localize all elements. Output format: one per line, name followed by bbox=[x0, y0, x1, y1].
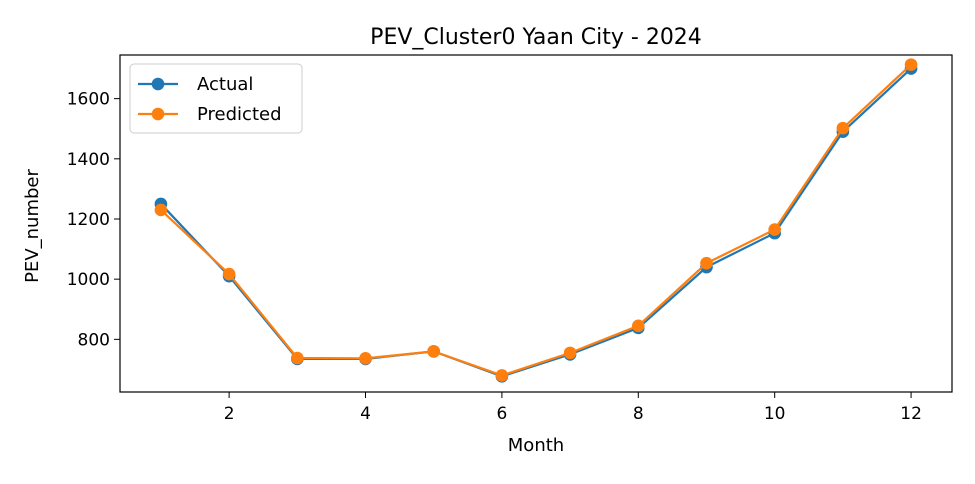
data-point-predicted bbox=[631, 319, 645, 333]
data-point-predicted bbox=[291, 351, 304, 365]
y-axis-label: PEV_number bbox=[22, 169, 43, 283]
chart-title: PEV_Cluster0 Yaan City - 2024 bbox=[370, 25, 702, 50]
y-axis-ticks: 800 1000 1200 1400 1600 bbox=[67, 90, 120, 350]
y-tick-label: 800 bbox=[78, 330, 110, 350]
y-tick-label: 1200 bbox=[67, 210, 110, 230]
legend-label-predicted: Predicted bbox=[197, 104, 282, 125]
x-axis-label: Month bbox=[508, 435, 564, 456]
series-line-predicted bbox=[160, 63, 912, 377]
data-point-predicted bbox=[563, 346, 577, 360]
plot-area bbox=[119, 54, 953, 393]
legend-label-actual: Actual bbox=[197, 74, 253, 95]
legend-marker-predicted bbox=[151, 107, 165, 121]
x-tick-label: 2 bbox=[224, 404, 235, 424]
data-point-predicted bbox=[836, 121, 850, 135]
x-axis-ticks: 2 4 6 8 10 12 bbox=[224, 392, 922, 424]
legend-box bbox=[129, 63, 303, 134]
series-predicted bbox=[154, 58, 918, 382]
legend-item-actual: Actual bbox=[138, 74, 253, 95]
data-point-predicted bbox=[495, 369, 509, 382]
data-point-predicted bbox=[768, 223, 781, 236]
y-tick-label: 1000 bbox=[67, 270, 110, 290]
data-point-predicted bbox=[700, 256, 713, 270]
data-point-predicted bbox=[904, 58, 918, 71]
legend-marker-actual bbox=[151, 77, 165, 91]
x-tick-label: 12 bbox=[900, 404, 922, 424]
data-point-predicted bbox=[427, 345, 441, 358]
data-point-predicted bbox=[359, 352, 372, 365]
data-point-predicted bbox=[222, 267, 236, 281]
y-tick-label: 1600 bbox=[67, 90, 110, 110]
x-tick-label: 8 bbox=[633, 404, 644, 424]
x-tick-label: 10 bbox=[764, 404, 786, 424]
x-tick-label: 4 bbox=[360, 404, 371, 424]
plot-frame bbox=[119, 54, 953, 393]
series-layer bbox=[154, 58, 918, 383]
x-tick-label: 6 bbox=[496, 404, 507, 424]
data-point-predicted bbox=[154, 203, 168, 217]
legend-item-predicted: Predicted bbox=[138, 104, 282, 125]
legend: Actual Predicted bbox=[129, 63, 303, 134]
y-tick-label: 1400 bbox=[67, 150, 110, 170]
